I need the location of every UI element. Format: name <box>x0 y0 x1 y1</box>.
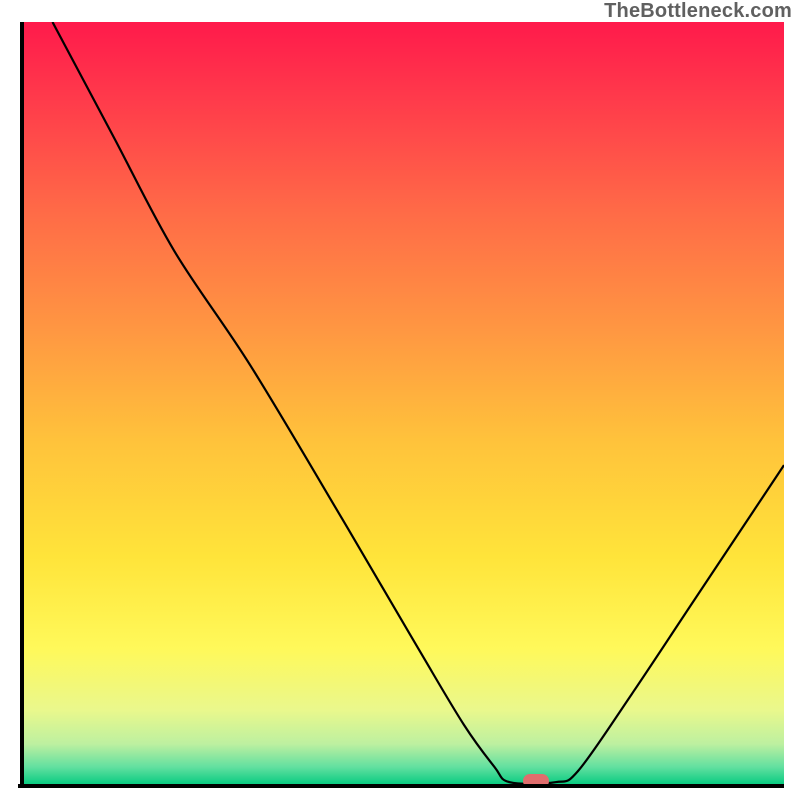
plot-area <box>22 22 784 786</box>
y-axis-line <box>20 22 24 788</box>
curve-svg <box>22 22 784 786</box>
gradient-background <box>22 22 784 786</box>
plot-box <box>22 22 784 786</box>
bottleneck-chart: TheBottleneck.com <box>0 0 800 800</box>
watermark-text: TheBottleneck.com <box>604 0 792 23</box>
x-axis-line <box>18 784 784 788</box>
